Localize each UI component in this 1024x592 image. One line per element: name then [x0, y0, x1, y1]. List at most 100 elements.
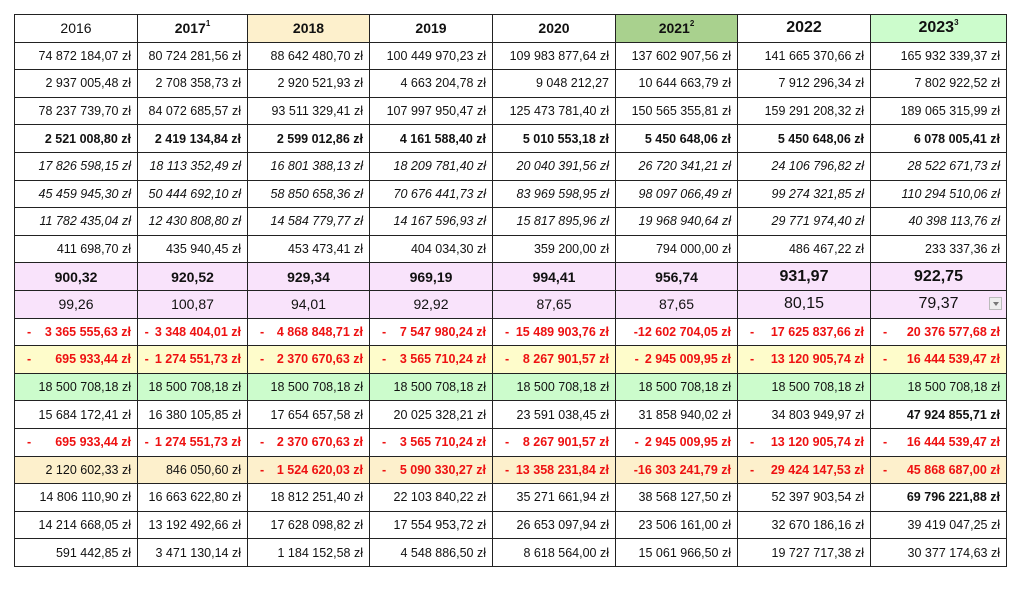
table-cell: 404 034,30 zł — [369, 234, 493, 264]
negative-sign: - — [382, 435, 387, 450]
table-cell: 14 214 668,05 zł — [14, 510, 138, 540]
table-cell: 23 591 038,45 zł — [492, 400, 616, 429]
table-cell: 70 676 441,73 zł — [369, 179, 493, 209]
table-cell: 74 872 184,07 zł — [14, 41, 138, 71]
header-2022: 2022 — [737, 14, 871, 43]
cell-value: 45 868 687,00 zł — [906, 462, 1000, 477]
table-cell: 45 459 945,30 zł — [14, 179, 138, 209]
table-cell: 165 932 339,37 zł — [870, 41, 1007, 71]
cell-value: 695 933,44 zł — [55, 435, 131, 450]
table-cell: 107 997 950,47 zł — [369, 96, 493, 126]
cell-value: 4 663 204,78 zł — [400, 76, 487, 91]
cell-value: 40 398 113,76 zł — [908, 214, 1000, 229]
table-row: -695 933,44 zł -1 274 551,73 zł -2 370 670… — [14, 345, 1007, 374]
cell-value: 4 868 848,71 zł — [276, 324, 363, 339]
cell-value: 13 120 905,74 zł — [770, 435, 864, 450]
table-cell: 931,97 — [737, 262, 871, 291]
cell-value: 16 663 622,80 zł — [148, 490, 241, 505]
table-row: -695 933,44 zł -1 274 551,73 zł -2 370 670… — [14, 427, 1007, 457]
table-cell: 12 430 808,80 zł — [137, 207, 248, 236]
cell-value: 38 568 127,50 zł — [638, 490, 731, 505]
table-cell: - 16 444 539,47 zł — [870, 345, 1007, 374]
cell-value: 12 430 808,80 zł — [148, 214, 241, 229]
table-cell: -3 348 404,01 zł — [137, 317, 248, 347]
table-cell: -8 267 901,57 zł — [492, 345, 616, 374]
cell-value: 14 167 596,93 zł — [393, 214, 486, 229]
cell-value: 4 548 886,50 zł — [400, 545, 487, 560]
negative-sign: - — [382, 352, 387, 367]
header-2016: 2016 — [14, 14, 138, 43]
cell-value: 80 724 281,56 zł — [148, 48, 241, 63]
table-cell: -3 365 555,63 zł — [14, 317, 138, 347]
negative-sign: - — [260, 324, 265, 339]
cell-value: 165 932 339,37 zł — [900, 48, 1000, 63]
table-row: 74 872 184,07 zł 80 724 281,56 zł 88 642 4… — [14, 41, 1007, 71]
table-cell: -2 945 009,95 zł — [615, 427, 738, 457]
table-cell: 233 337,36 zł — [870, 234, 1007, 264]
cell-value: 18 500 708,18 zł — [393, 380, 486, 395]
table-cell: 18 812 251,40 zł — [247, 483, 370, 512]
table-cell: -1 274 551,73 zł — [137, 427, 248, 457]
table-cell: 24 106 796,82 zł — [737, 151, 871, 181]
table-row: 78 237 739,70 zł 84 072 685,57 zł 93 511 3… — [14, 96, 1007, 126]
table-cell: 94,01 — [247, 289, 370, 319]
cell-value: 92,92 — [413, 296, 449, 313]
cell-value: 956,74 — [655, 268, 698, 285]
table-cell: 87,65 — [615, 289, 738, 319]
table-cell: 38 568 127,50 zł — [615, 483, 738, 512]
negative-sign: - — [260, 435, 265, 450]
cell-value: 79,37 — [918, 295, 959, 313]
cell-value: 695 933,44 zł — [55, 352, 131, 367]
table-cell: 2 920 521,93 zł — [247, 69, 370, 98]
table-cell: 30 377 174,63 zł — [870, 538, 1007, 567]
table-cell: -16 303 241,79 zł — [615, 455, 738, 485]
cell-value: 13 192 492,66 zł — [148, 517, 241, 532]
table-row: 11 782 435,04 zł 12 430 808,80 zł 14 584 7… — [14, 207, 1007, 236]
table-cell: 929,34 — [247, 262, 370, 291]
table-cell: 32 670 186,16 zł — [737, 510, 871, 540]
table-cell: 29 771 974,40 zł — [737, 207, 871, 236]
table-cell: - 45 868 687,00 zł — [870, 455, 1007, 485]
cell-value: 2 945 009,95 zł — [644, 435, 731, 450]
cell-value: 30 377 174,63 zł — [907, 545, 1000, 560]
cell-value: 5 450 648,06 zł — [644, 131, 731, 146]
table-row: 2 521 008,80 zł 2 419 134,84 zł 2 599 012,… — [14, 124, 1007, 153]
cell-value: 18 113 352,49 zł — [149, 159, 241, 174]
table-cell: 99 274 321,85 zł — [737, 179, 871, 209]
cell-value: 109 983 877,64 zł — [509, 48, 609, 63]
table-cell: 846 050,60 zł — [137, 455, 248, 485]
table-cell: 7 802 922,52 zł — [870, 69, 1007, 98]
cell-value: 6 078 005,41 zł — [913, 131, 1000, 146]
negative-sign: - — [750, 324, 755, 339]
negative-sign: - — [382, 324, 387, 339]
table-row: 18 500 708,18 zł 18 500 708,18 zł 18 500 7… — [14, 372, 1007, 402]
cell-value: 22 103 840,22 zł — [393, 490, 486, 505]
table-cell: - 16 444 539,47 zł — [870, 427, 1007, 457]
cell-value: 47 924 855,71 zł — [906, 407, 1000, 422]
table-cell: 98 097 066,49 zł — [615, 179, 738, 209]
cell-value: 23 591 038,45 zł — [516, 407, 609, 422]
cell-value: 31 858 940,02 zł — [638, 407, 731, 422]
cell-value: 84 072 685,57 zł — [148, 104, 241, 119]
negative-sign: - — [505, 324, 510, 339]
table-cell: 31 858 940,02 zł — [615, 400, 738, 429]
table-cell: -2 370 670,63 zł — [247, 427, 370, 457]
cell-value: 846 050,60 zł — [165, 462, 241, 477]
table-cell: -17 625 837,66 zł — [737, 317, 871, 347]
table-cell: 2 708 358,73 zł — [137, 69, 248, 98]
cell-value: 1 184 152,58 zł — [277, 545, 364, 560]
cell-value: 107 997 950,47 zł — [386, 104, 486, 119]
table-cell: -1 524 620,03 zł — [247, 455, 370, 485]
table-cell: 3 471 130,14 zł — [137, 538, 248, 567]
cell-value: 3 365 555,63 zł — [44, 324, 131, 339]
negative-sign: - — [144, 435, 149, 450]
negative-sign: - — [634, 352, 639, 367]
cell-value: 3 471 130,14 zł — [155, 545, 242, 560]
cell-value: 19 727 717,38 zł — [771, 545, 864, 560]
table-cell: -2 945 009,95 zł — [615, 345, 738, 374]
table-cell: 6 078 005,41 zł — [870, 124, 1007, 153]
table-cell: -8 267 901,57 zł — [492, 427, 616, 457]
cell-value: 15 684 172,41 zł — [38, 407, 131, 422]
dropdown-arrow-icon[interactable] — [989, 296, 1002, 310]
table-cell: 93 511 329,41 zł — [247, 96, 370, 126]
